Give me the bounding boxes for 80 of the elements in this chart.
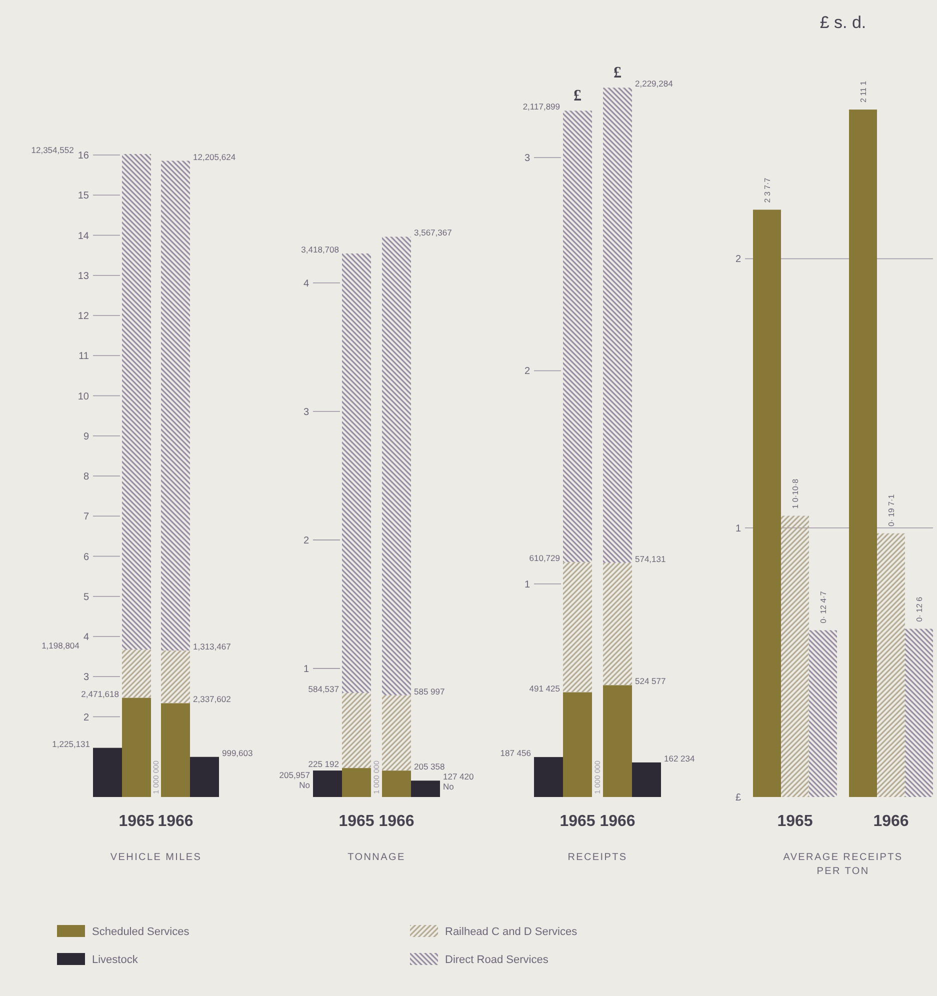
y-tick-label: 3 bbox=[83, 672, 90, 684]
annotation: 1,198,804 bbox=[42, 640, 80, 651]
bar bbox=[809, 630, 837, 797]
annotation: 12,205,624 bbox=[193, 152, 236, 162]
legend-label: Scheduled Services bbox=[92, 926, 190, 938]
bar bbox=[877, 533, 905, 797]
annotation: 1,313,467 bbox=[193, 642, 232, 652]
annotation: 0· 12 6 bbox=[915, 596, 924, 622]
y-tick-label: £ bbox=[735, 792, 742, 804]
y-tick-label: 4 bbox=[303, 278, 310, 290]
x-tick-label: 1966 bbox=[600, 813, 636, 830]
annotation: 205 358 bbox=[414, 762, 445, 772]
text: RECEIPTS bbox=[568, 852, 628, 863]
text: VEHICLE MILES bbox=[110, 852, 202, 863]
y-tick-label: 14 bbox=[78, 230, 90, 242]
y-tick-label: 3 bbox=[524, 153, 530, 164]
annotation: 1 0·10·8 bbox=[791, 478, 800, 509]
y-tick-label: 16 bbox=[78, 150, 90, 162]
text: £ bbox=[614, 64, 622, 82]
y-tick-label: 6 bbox=[83, 552, 90, 563]
text: AVERAGE RECEIPTS PER TON bbox=[783, 852, 903, 877]
x-tick-label: 1965 bbox=[118, 813, 154, 830]
annotation: 524 577 bbox=[635, 676, 666, 686]
annotation: 585 997 bbox=[414, 686, 445, 696]
y-axis-title: £ s. d. bbox=[820, 13, 866, 32]
bar bbox=[781, 516, 809, 797]
y-tick-label: 9 bbox=[83, 431, 90, 442]
y-tick-label: 4 bbox=[83, 632, 90, 644]
y-tick-label: 11 bbox=[78, 351, 90, 362]
annotation: 2,229,284 bbox=[635, 78, 674, 89]
y-tick-label: 8 bbox=[83, 472, 90, 483]
annotation: 205,957 No bbox=[279, 770, 310, 790]
annotation: 2,337,602 bbox=[193, 694, 232, 704]
y-tick-label: 2 bbox=[524, 366, 530, 378]
annotation: 3,567,367 bbox=[414, 228, 452, 238]
y-tick-label: 1 bbox=[303, 664, 310, 675]
y-tick-label: 10 bbox=[78, 391, 90, 402]
annotation: 187 456 bbox=[500, 748, 532, 758]
bar bbox=[849, 110, 877, 797]
x-tick-label: 1965 bbox=[338, 813, 374, 830]
text: 2 11 1 bbox=[859, 80, 868, 103]
annotation: 999,603 bbox=[222, 748, 253, 758]
bar bbox=[753, 210, 781, 797]
annotation: 2 3 7·7 bbox=[763, 177, 772, 203]
y-tick-label: 5 bbox=[83, 592, 90, 603]
annotation: 2,471,618 bbox=[81, 688, 120, 699]
y-tick-label: 1 bbox=[735, 523, 742, 534]
y-tick-label: 15 bbox=[78, 190, 90, 202]
annotation: 0· 12 4·7 bbox=[819, 590, 828, 624]
y-tick-label: 3 bbox=[303, 406, 310, 418]
annotation: 610,729 bbox=[529, 553, 560, 564]
x-tick-label: 1966 bbox=[873, 813, 909, 830]
annotation: 574,131 bbox=[635, 554, 666, 564]
y-tick-label: 2 bbox=[303, 535, 310, 546]
annotation: 3,418,708 bbox=[301, 244, 340, 254]
legend-label: Railhead C and D Services bbox=[445, 926, 578, 938]
annotation: 491 425 bbox=[529, 683, 560, 694]
annotation: 584,537 bbox=[308, 684, 340, 694]
y-tick-label: 7 bbox=[83, 512, 90, 523]
text: TONNAGE bbox=[348, 852, 406, 863]
x-tick-label: 1965 bbox=[560, 813, 596, 830]
x-tick-label: 1965 bbox=[777, 813, 813, 830]
annotation: 2,117,899 bbox=[522, 102, 560, 112]
x-tick-label: 1966 bbox=[378, 813, 414, 830]
annotation: 225 192 bbox=[308, 759, 340, 770]
bar bbox=[905, 628, 933, 797]
x-tick-label: 1966 bbox=[158, 813, 194, 830]
legend-label: Livestock bbox=[92, 954, 138, 966]
y-tick-label: 13 bbox=[78, 270, 90, 282]
text: 12,354,552 bbox=[31, 145, 74, 156]
annotation: 0· 19 7·1 bbox=[887, 494, 896, 526]
annotation: 1,225,131 bbox=[52, 738, 90, 749]
annotation: 162 234 bbox=[664, 753, 695, 764]
y-tick-label: 2 bbox=[735, 254, 742, 266]
y-tick-label: 2 bbox=[83, 712, 90, 724]
annotation: 127 420 No bbox=[443, 772, 474, 792]
y-tick-label: 1 bbox=[524, 579, 530, 590]
annotation: £ bbox=[574, 88, 582, 105]
legend-label: Direct Road Services bbox=[445, 954, 549, 966]
y-tick-label: 12 bbox=[78, 311, 90, 322]
